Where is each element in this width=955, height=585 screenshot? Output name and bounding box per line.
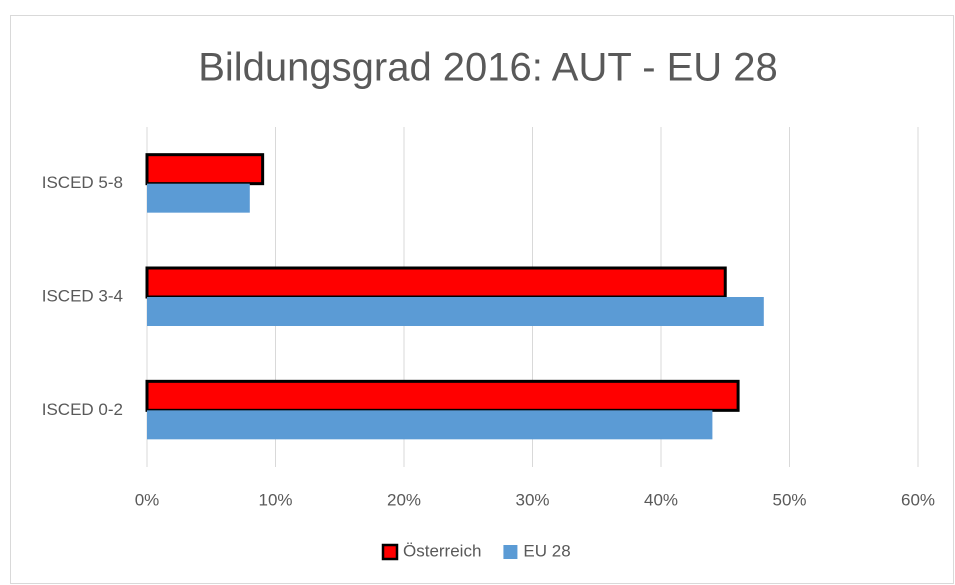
bar: [147, 297, 764, 326]
y-tick-label: ISCED 0-2: [42, 400, 123, 419]
y-tick-label: ISCED 3-4: [42, 286, 123, 305]
x-tick-label: 60%: [901, 490, 935, 509]
x-tick-label: 30%: [515, 490, 549, 509]
legend-label: EU 28: [523, 541, 570, 560]
legend-swatch: [503, 545, 518, 559]
bar: [145, 379, 740, 412]
x-tick-label: 40%: [644, 490, 678, 509]
bar: [147, 410, 713, 440]
x-tick-label: 0%: [135, 490, 160, 509]
x-tick-label: 10%: [258, 490, 292, 509]
bar: [147, 183, 250, 213]
chart-title: Bildungsgrad 2016: AUT - EU 28: [198, 46, 778, 90]
x-tick-label: 50%: [772, 490, 806, 509]
legend-label: Österreich: [403, 541, 481, 560]
bar: [145, 153, 265, 186]
legend-swatch: [381, 543, 399, 561]
bar: [145, 266, 727, 299]
y-tick-label: ISCED 5-8: [42, 173, 123, 192]
x-tick-label: 20%: [387, 490, 421, 509]
